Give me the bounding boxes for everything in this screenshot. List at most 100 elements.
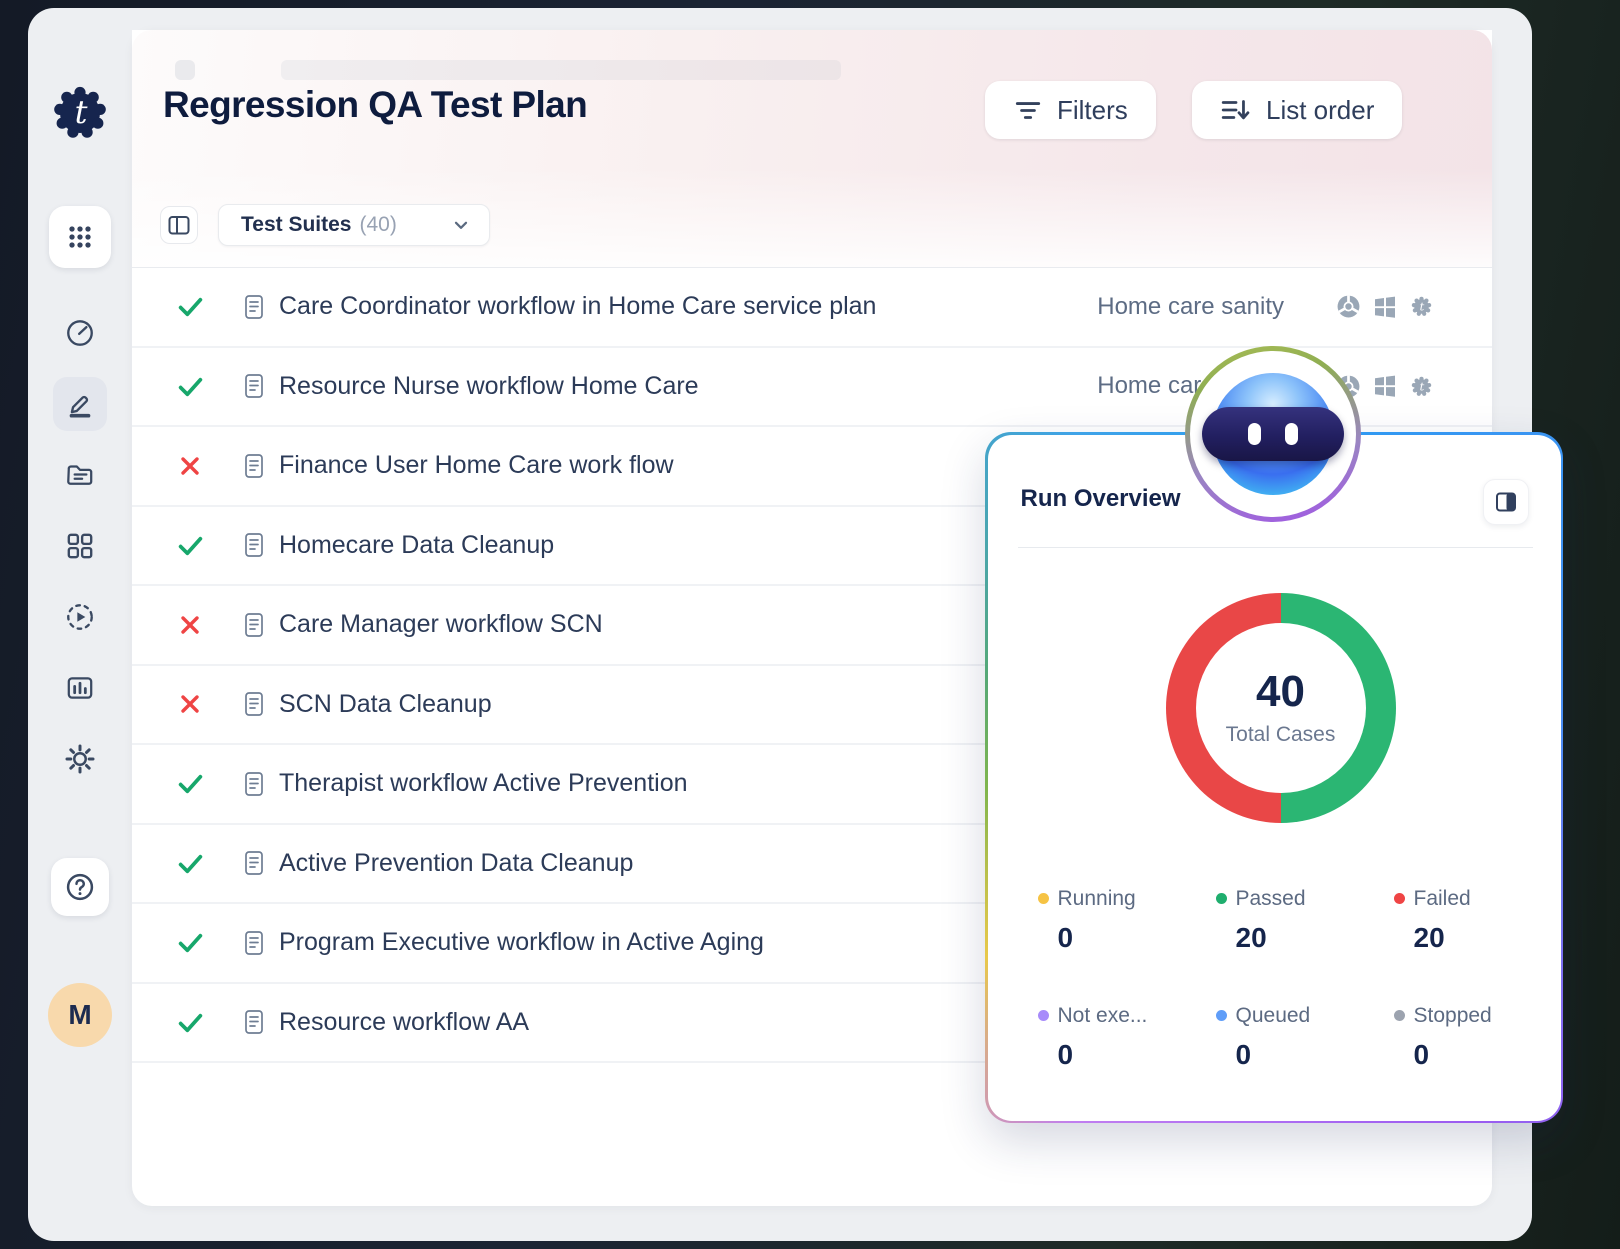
document-icon xyxy=(241,690,267,718)
sidebar-item-runs[interactable] xyxy=(53,590,107,644)
stat-dot xyxy=(1393,893,1405,904)
windows-icon xyxy=(1375,296,1395,318)
test-suites-dropdown[interactable]: Test Suites (40) xyxy=(218,204,490,246)
document-icon xyxy=(241,611,267,639)
bot-eye-left xyxy=(1248,423,1261,445)
document-icon xyxy=(241,1008,267,1036)
list-order-button[interactable]: List order xyxy=(1192,81,1403,139)
help-icon xyxy=(66,873,94,901)
cross-icon xyxy=(181,457,199,475)
document-icon xyxy=(241,372,267,400)
sidebar-item-apps[interactable] xyxy=(49,206,111,268)
filter-lines-icon xyxy=(1015,102,1041,119)
testsigma-env-icon: t xyxy=(1411,296,1432,317)
suite-title[interactable]: Care Manager workflow SCN xyxy=(279,610,603,639)
stat-value: 0 xyxy=(1057,1038,1074,1070)
sidebar-item-editor[interactable] xyxy=(53,377,107,431)
svg-text:t: t xyxy=(75,93,88,131)
run-stats-legend: Running 0 Passed 20 Failed 20 Not exe...… xyxy=(1037,886,1492,1071)
gauge-icon xyxy=(67,320,93,346)
sidebar-item-reports[interactable] xyxy=(53,661,107,715)
folder-icon xyxy=(67,465,93,485)
sidebar-item-settings[interactable] xyxy=(53,732,107,786)
cross-icon xyxy=(181,695,199,713)
check-icon xyxy=(178,934,202,953)
check-icon xyxy=(178,854,202,873)
chevron-down-icon xyxy=(451,215,471,235)
bar-chart-icon xyxy=(67,677,93,699)
run-stat: Not exe... 0 xyxy=(1037,1003,1216,1071)
sidebar-item-dashboard[interactable] xyxy=(53,306,107,360)
sort-descending-icon xyxy=(1221,100,1250,120)
suite-title[interactable]: Therapist workflow Active Prevention xyxy=(279,769,688,798)
test-suite-row[interactable]: Care Coordinator workflow in Home Care s… xyxy=(132,268,1492,348)
stat-value: 0 xyxy=(1235,1038,1252,1070)
panel-left-icon xyxy=(168,216,190,235)
stat-value: 0 xyxy=(1413,1038,1430,1070)
sidebar-item-components[interactable] xyxy=(53,519,107,573)
cross-icon xyxy=(181,616,199,634)
run-stat: Stopped 0 xyxy=(1393,1003,1492,1071)
play-circle-icon xyxy=(67,604,93,630)
ghost-text-bar xyxy=(281,60,841,80)
config-label: Home care sanity xyxy=(1097,292,1284,320)
suite-title[interactable]: Resource workflow AA xyxy=(279,1007,530,1036)
suite-title[interactable]: Care Coordinator workflow in Home Care s… xyxy=(279,292,877,321)
document-icon xyxy=(241,929,267,957)
bot-eye-right xyxy=(1285,423,1298,445)
pencil-icon xyxy=(69,395,91,418)
ghost-status-icon xyxy=(175,60,195,80)
expand-panel-button[interactable] xyxy=(1482,478,1529,525)
suite-title[interactable]: Program Executive workflow in Active Agi… xyxy=(279,928,764,957)
windows-icon xyxy=(1375,375,1395,398)
suite-title[interactable]: SCN Data Cleanup xyxy=(279,689,492,718)
check-icon xyxy=(178,775,202,794)
stat-label: Queued xyxy=(1235,1003,1311,1027)
stat-label: Stopped xyxy=(1413,1003,1492,1027)
document-icon xyxy=(241,293,267,321)
stat-label: Passed xyxy=(1235,886,1306,910)
stat-dot xyxy=(1393,1010,1405,1021)
svg-text:t: t xyxy=(1420,379,1425,393)
stat-label: Not exe... xyxy=(1057,1003,1148,1027)
filters-button[interactable]: Filters xyxy=(985,81,1156,139)
bot-avatar[interactable] xyxy=(1185,346,1361,522)
stat-dot xyxy=(1037,1010,1049,1021)
gear-icon xyxy=(65,744,95,774)
total-cases-label: Total Cases xyxy=(1225,722,1336,746)
suite-title[interactable]: Homecare Data Cleanup xyxy=(279,530,555,559)
check-icon xyxy=(178,536,202,555)
filters-label: Filters xyxy=(1057,94,1128,125)
check-icon xyxy=(178,298,202,317)
panel-right-icon xyxy=(1495,492,1516,511)
run-stat: Passed 20 xyxy=(1215,886,1394,954)
check-icon xyxy=(178,1013,202,1032)
run-stat: Running 0 xyxy=(1037,887,1216,954)
dropdown-count: (40) xyxy=(359,213,397,236)
suite-title[interactable]: Finance User Home Care work flow xyxy=(279,451,674,480)
run-stat: Failed 20 xyxy=(1393,886,1492,954)
divider xyxy=(1017,546,1533,548)
page-title: Regression QA Test Plan xyxy=(163,84,588,125)
svg-text:t: t xyxy=(1420,300,1425,314)
suite-title[interactable]: Resource Nurse workflow Home Care xyxy=(279,371,699,400)
sidebar-item-projects[interactable] xyxy=(53,448,107,502)
check-icon xyxy=(178,377,202,396)
stat-label: Failed xyxy=(1413,886,1471,910)
document-icon xyxy=(241,531,267,559)
stat-dot xyxy=(1215,1010,1227,1021)
run-overview-title: Run Overview xyxy=(1020,484,1181,512)
chrome-icon xyxy=(1337,295,1360,318)
run-donut-chart: 40 Total Cases xyxy=(1165,592,1396,823)
user-avatar[interactable]: M xyxy=(48,983,112,1047)
avatar-initial: M xyxy=(68,999,92,1030)
stat-dot xyxy=(1037,893,1049,904)
list-order-label: List order xyxy=(1266,94,1375,125)
document-icon xyxy=(241,849,267,877)
suite-title[interactable]: Active Prevention Data Cleanup xyxy=(279,848,634,877)
testsigma-env-icon: t xyxy=(1411,376,1432,396)
sidebar-item-help[interactable] xyxy=(51,858,109,916)
app-logo[interactable]: t xyxy=(47,80,113,146)
collapse-panel-button[interactable] xyxy=(160,206,198,244)
